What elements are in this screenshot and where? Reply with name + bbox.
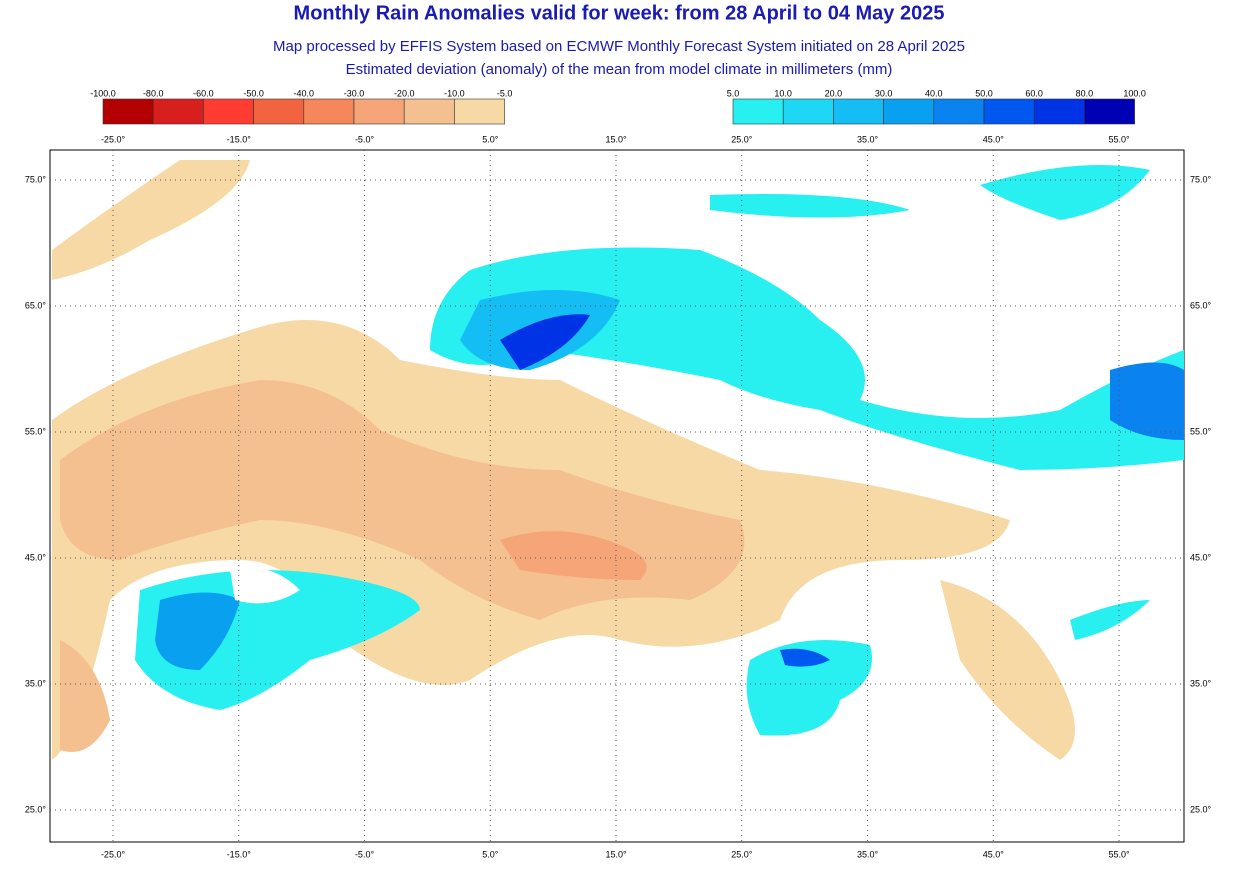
legend-label: 10.0 <box>774 88 792 98</box>
lon-label: -15.0° <box>227 134 252 144</box>
legend-swatch <box>833 98 884 125</box>
legend-swatch <box>454 98 505 125</box>
lat-label: 55.0° <box>25 426 47 436</box>
wet-anomaly-regions <box>135 165 1184 736</box>
legend-swatch <box>1084 98 1135 125</box>
legend-swatch <box>933 98 985 125</box>
legend-swatch <box>782 98 834 125</box>
legend-swatch <box>102 98 154 125</box>
subtitle: Estimated deviation (anomaly) of the mea… <box>346 61 893 78</box>
legend-swatch <box>253 98 305 125</box>
lon-label: 45.0° <box>983 134 1005 144</box>
legend-label: -30.0 <box>344 88 365 98</box>
lat-label: 25.0° <box>1190 804 1212 814</box>
map-area <box>49 149 1185 843</box>
lon-label: 15.0° <box>605 849 627 859</box>
legend-label: 60.0 <box>1025 88 1043 98</box>
lon-label: 55.0° <box>1108 134 1130 144</box>
legend-swatch <box>1033 98 1085 125</box>
legend-swatch <box>983 98 1035 125</box>
lat-label: 45.0° <box>1190 552 1212 562</box>
legend-label: 5.0 <box>727 88 740 98</box>
lat-label: 35.0° <box>25 678 47 688</box>
legend-label: -80.0 <box>143 88 164 98</box>
lon-label: 25.0° <box>731 134 753 144</box>
legend-label: -50.0 <box>243 88 264 98</box>
lat-label: 45.0° <box>25 552 47 562</box>
lon-label: -25.0° <box>101 849 126 859</box>
lon-label: 35.0° <box>857 134 879 144</box>
legend-label: 40.0 <box>925 88 943 98</box>
legend-label: 50.0 <box>975 88 993 98</box>
lon-label: 15.0° <box>605 134 627 144</box>
lat-label: 65.0° <box>1190 300 1212 310</box>
lon-label: -5.0° <box>355 849 375 859</box>
legend-label: -60.0 <box>193 88 214 98</box>
legend-label: -100.0 <box>90 88 116 98</box>
lon-label: 55.0° <box>1108 849 1130 859</box>
legend-swatch <box>732 98 784 125</box>
lon-label: -15.0° <box>227 849 252 859</box>
legend-swatch <box>353 98 405 125</box>
dry-anomaly-regions <box>52 160 1075 760</box>
lon-label: 35.0° <box>857 849 879 859</box>
legend-label: 100.0 <box>1123 88 1146 98</box>
legend-label: -10.0 <box>444 88 465 98</box>
lon-label: 5.0° <box>482 849 499 859</box>
legend-swatch <box>203 98 254 125</box>
lon-label: -25.0° <box>101 134 126 144</box>
legend-label: 80.0 <box>1076 88 1094 98</box>
lat-label: 65.0° <box>25 300 47 310</box>
lon-label: 25.0° <box>731 849 753 859</box>
legend-swatch <box>152 98 204 125</box>
legend-label: -20.0 <box>394 88 415 98</box>
lat-label: 55.0° <box>1190 426 1212 436</box>
subtitle: Map processed by EFFIS System based on E… <box>273 38 965 55</box>
legend-label: -40.0 <box>294 88 315 98</box>
legend-swatch <box>883 98 935 125</box>
lat-label: 75.0° <box>25 174 47 184</box>
legend-swatch <box>303 98 355 125</box>
lat-label: 25.0° <box>25 804 47 814</box>
legend-label: -5.0 <box>497 88 513 98</box>
legend-label: 20.0 <box>825 88 843 98</box>
lon-label: 5.0° <box>482 134 499 144</box>
lon-label: -5.0° <box>355 134 375 144</box>
lat-label: 35.0° <box>1190 678 1212 688</box>
legend-swatch <box>403 98 455 125</box>
lon-label: 45.0° <box>983 849 1005 859</box>
legend-label: 30.0 <box>875 88 893 98</box>
title: Monthly Rain Anomalies valid for week: f… <box>294 2 945 24</box>
lat-label: 75.0° <box>1190 174 1212 184</box>
